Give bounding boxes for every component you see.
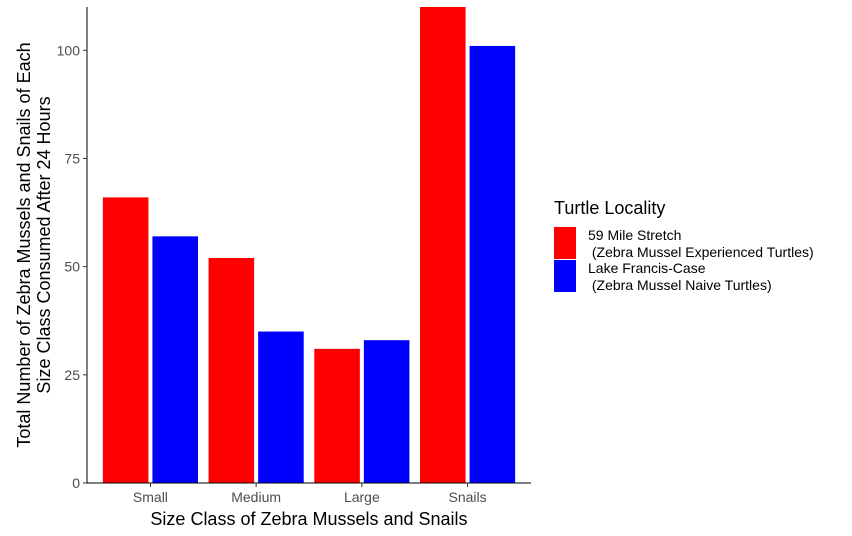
bar-large-series-1: [314, 348, 360, 483]
y-axis-ticks: 0 25 50 75 100: [57, 42, 87, 491]
y-axis-title-line-2: Size Class Consumed After 24 Hours: [34, 96, 54, 393]
x-tick-label-snails: Snails: [449, 489, 487, 505]
legend-label-2: Lake Francis-Case (Zebra Mussel Naive Tu…: [588, 260, 772, 293]
y-tick-label: 0: [72, 475, 80, 491]
bar-medium-series-1: [208, 257, 255, 483]
legend-label-line: (Zebra Mussel Experienced Turtles): [588, 244, 814, 260]
bar-snails-series-2: [469, 45, 516, 483]
bar-small-series-2: [152, 236, 198, 483]
x-tick-label-large: Large: [344, 489, 380, 505]
legend-label-line: (Zebra Mussel Naive Turtles): [588, 277, 772, 293]
bar-small-series-1: [102, 197, 149, 483]
y-tick-label: 50: [64, 259, 80, 275]
x-tick-label-small: Small: [133, 489, 168, 505]
y-axis-title: Total Number of Zebra Mussels and Snails…: [14, 42, 54, 447]
y-tick-label: 100: [57, 42, 81, 58]
y-axis-title-line-1: Total Number of Zebra Mussels and Snails…: [14, 42, 34, 447]
legend-key-1: [554, 227, 576, 259]
y-tick-label: 75: [64, 150, 80, 166]
legend: Turtle Locality 59 Mile Stretch (Zebra M…: [554, 198, 814, 293]
legend-label-line: 59 Mile Stretch: [588, 227, 681, 243]
x-axis-title: Size Class of Zebra Mussels and Snails: [150, 509, 467, 529]
bars-group: [102, 7, 516, 483]
y-tick-label: 25: [64, 367, 80, 383]
legend-key-2: [554, 260, 576, 292]
bar-large-series-2: [363, 340, 410, 483]
legend-label-line: Lake Francis-Case: [588, 260, 706, 276]
x-tick-label-medium: Medium: [231, 489, 281, 505]
x-axis-ticks: Small Medium Large Snails: [133, 483, 487, 505]
legend-title: Turtle Locality: [554, 198, 665, 218]
bar-medium-series-2: [258, 331, 304, 483]
legend-label-1: 59 Mile Stretch (Zebra Mussel Experience…: [588, 227, 814, 260]
bar-snails-series-1: [420, 7, 466, 483]
